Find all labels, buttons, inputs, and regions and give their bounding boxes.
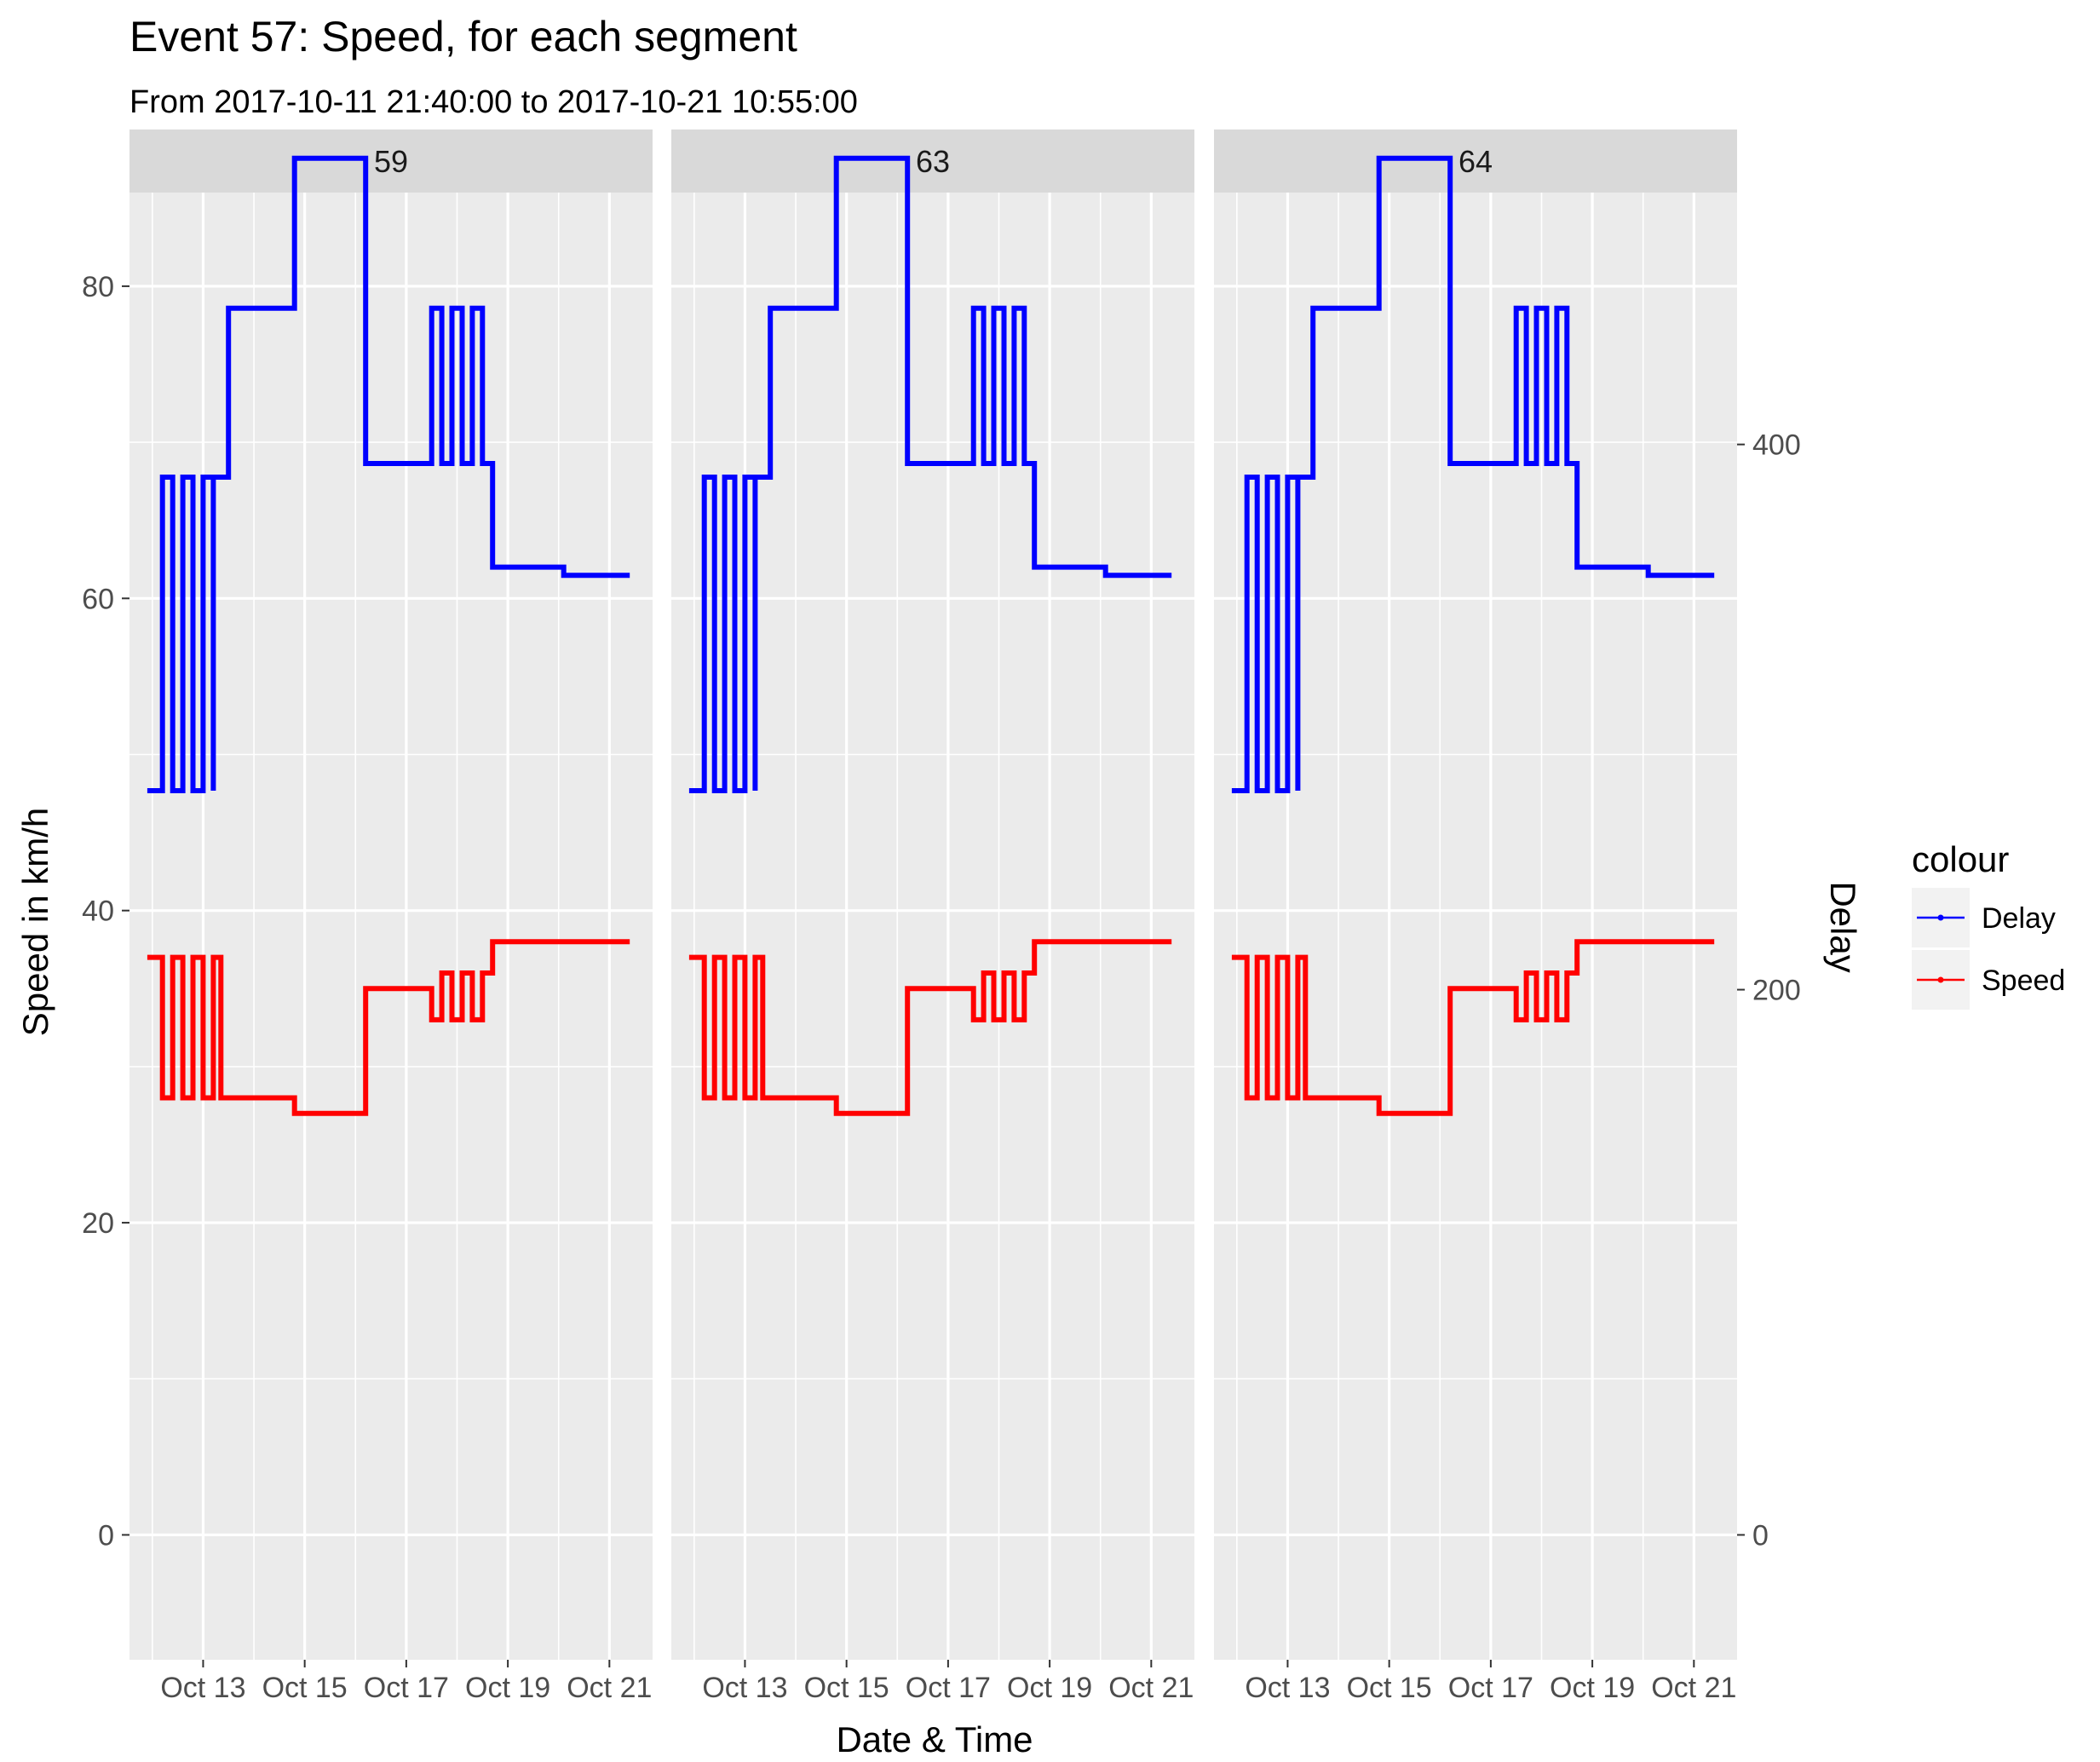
x-tick-label: Oct 15 [1347, 1672, 1432, 1704]
series-line-delay [688, 155, 1172, 793]
series-line-delay [147, 155, 630, 793]
axes: Oct 13 Oct 15 Oct 17 Oct 19 Oct 21 Oct 13 Oct … [82, 271, 1801, 1704]
x-tick-label: Oct 21 [567, 1672, 652, 1704]
facet-panel-63: 63 [671, 130, 1194, 1660]
series-line-speed [688, 939, 1172, 1116]
series-line-delay [1231, 155, 1715, 793]
x-tick-label: Oct 21 [1108, 1672, 1194, 1704]
x-tick-label: Oct 17 [906, 1672, 991, 1704]
legend-item-speed: Speed [1912, 950, 2065, 1010]
panel-background [671, 193, 1194, 1660]
x-tick-label: Oct 17 [364, 1672, 449, 1704]
x-tick-label: Oct 21 [1651, 1672, 1736, 1704]
x-tick-label: Oct 19 [1007, 1672, 1092, 1704]
facet-strip [1214, 130, 1737, 193]
legend-label: Speed [1982, 964, 2065, 997]
series-line-speed [1231, 939, 1715, 1116]
facet-strip-label: 63 [916, 144, 950, 179]
x-tick-label: Oct 15 [262, 1672, 348, 1704]
x-tick-label: Oct 13 [702, 1672, 787, 1704]
legend-label: Delay [1982, 902, 2056, 935]
x-tick-label: Oct 15 [804, 1672, 889, 1704]
y2-tick-label: 400 [1752, 429, 1801, 462]
facet-strip [671, 130, 1194, 193]
facet-panel-64: 64 [1214, 130, 1737, 1660]
y2-axis-title: Delay [1823, 881, 1863, 972]
x-tick-label: Oct 13 [160, 1672, 245, 1704]
facet-panels: 59 63 64 [129, 130, 1737, 1660]
y-tick-label: 0 [98, 1519, 114, 1552]
panel-background [1214, 193, 1737, 1660]
legend-key-point [1937, 914, 1944, 921]
x-axis-title: Date & Time [836, 1719, 1033, 1759]
x-tick-label: Oct 19 [1550, 1672, 1635, 1704]
panel-background [129, 193, 653, 1660]
facet-strip-label: 64 [1458, 144, 1493, 179]
y-tick-label: 40 [82, 895, 114, 928]
legend-title: colour [1912, 839, 2009, 879]
legend-item-delay: Delay [1912, 888, 2056, 947]
legend: colour Delay Speed [1912, 839, 2065, 1010]
y2-tick-label: 0 [1752, 1519, 1769, 1552]
y-tick-label: 20 [82, 1207, 114, 1240]
chart-subtitle: From 2017-10-11 21:40:00 to 2017-10-21 1… [129, 84, 858, 120]
x-tick-label: Oct 13 [1245, 1672, 1330, 1704]
y-tick-label: 80 [82, 271, 114, 303]
legend-key-point [1937, 976, 1944, 983]
facet-strip-label: 59 [374, 144, 408, 179]
x-tick-label: Oct 19 [465, 1672, 550, 1704]
x-tick-label: Oct 17 [1448, 1672, 1533, 1704]
facet-panel-59: 59 [129, 130, 653, 1660]
chart-title: Event 57: Speed, for each segment [129, 13, 797, 60]
y-axis-title: Speed in km/h [15, 808, 55, 1037]
y-tick-label: 60 [82, 583, 114, 615]
facet-strip [129, 130, 653, 193]
y2-tick-label: 200 [1752, 975, 1801, 1007]
series-line-speed [147, 939, 630, 1116]
